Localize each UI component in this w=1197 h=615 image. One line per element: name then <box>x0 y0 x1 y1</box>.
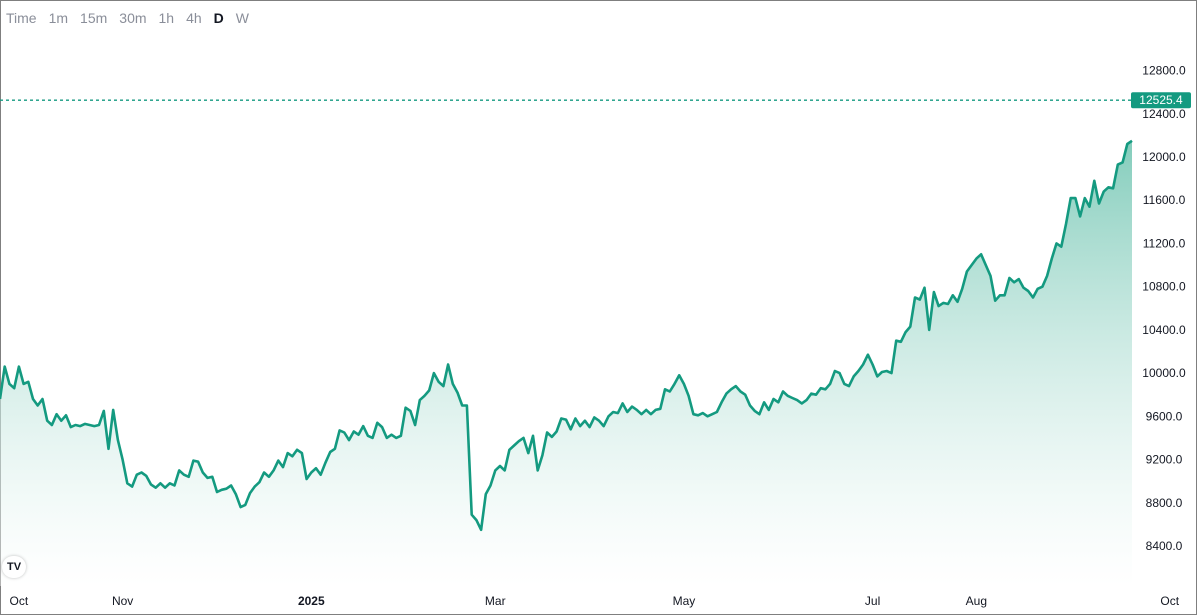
x-tick-label: Aug <box>966 594 987 608</box>
y-tick-label: 10800.0 <box>1142 280 1186 294</box>
x-tick-label: Nov <box>112 594 133 608</box>
timeframe-4h[interactable]: 4h <box>186 10 202 26</box>
x-tick-label: May <box>673 594 696 608</box>
x-tick-label: Oct <box>1160 594 1179 608</box>
y-tick-label: 8800.0 <box>1146 496 1183 510</box>
x-tick-label: Mar <box>485 594 506 608</box>
y-tick-label: 11200.0 <box>1143 236 1186 250</box>
tradingview-logo[interactable]: TV <box>2 556 26 578</box>
x-tick-label: Oct <box>10 594 29 608</box>
series-line[interactable] <box>0 139 1133 532</box>
y-tick-label: 10400.0 <box>1142 323 1186 337</box>
y-tick-label: 11600.0 <box>1143 193 1186 207</box>
x-tick-label: Jul <box>865 594 880 608</box>
x-tick-label: 2025 <box>298 594 325 608</box>
timeframe-1m[interactable]: 1m <box>48 10 69 26</box>
series-area-fill <box>0 140 1132 587</box>
timeframe-1h[interactable]: 1h <box>158 10 175 26</box>
timeframe-w[interactable]: W <box>235 10 250 26</box>
timeframe-15m[interactable]: 15m <box>80 10 108 26</box>
timeframe-toolbar: Time 1m 15m 30m 1h 4h D W <box>6 8 255 28</box>
y-tick-label: 9600.0 <box>1146 409 1183 423</box>
y-tick-label: 12400.0 <box>1142 107 1186 121</box>
y-tick-label: 12800.0 <box>1142 64 1186 78</box>
timeframe-time[interactable]: Time <box>6 10 37 26</box>
price-label-text: 12525.4 <box>1139 93 1183 107</box>
y-tick-label: 12000.0 <box>1142 150 1186 164</box>
y-tick-label: 9200.0 <box>1146 453 1183 467</box>
y-tick-label: 10000.0 <box>1142 366 1186 380</box>
y-tick-label: 8400.0 <box>1146 539 1183 553</box>
timeframe-30m[interactable]: 30m <box>119 10 147 26</box>
price-label-box <box>1131 92 1191 109</box>
timeframe-d[interactable]: D <box>213 10 224 26</box>
